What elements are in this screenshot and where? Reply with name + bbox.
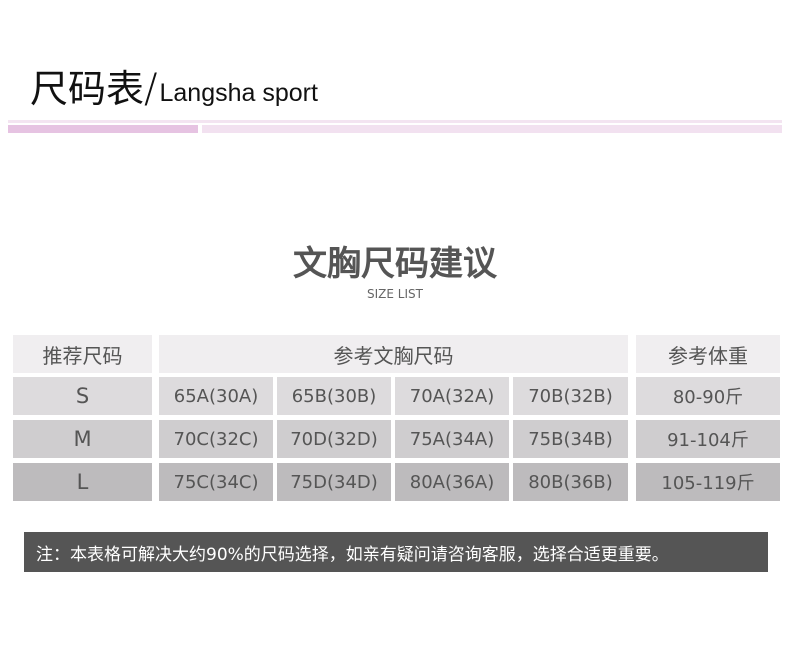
bra-size-cell: 80B(36B) — [513, 463, 628, 501]
bra-size-cell: 70C(32C) — [159, 420, 273, 458]
size-cell: M — [13, 420, 152, 458]
bra-size-cell: 75C(34C) — [159, 463, 273, 501]
weight-cell: 80-90斤 — [636, 377, 780, 415]
bra-size-cell: 65B(30B) — [277, 377, 391, 415]
title-slash: / — [144, 66, 158, 112]
accent-bar — [8, 125, 198, 133]
size-cell: L — [13, 463, 152, 501]
header-weight: 参考体重 — [636, 335, 780, 373]
header-bra: 参考文胸尺码 — [159, 335, 628, 373]
bra-size-cell: 70B(32B) — [513, 377, 628, 415]
title-cn: 尺码表 — [30, 67, 145, 111]
accent-bar-light — [202, 125, 782, 133]
divider — [8, 120, 782, 123]
title-en: Langsha sport — [159, 79, 318, 107]
bra-size-cell: 75D(34D) — [277, 463, 391, 501]
bra-size-cell: 80A(36A) — [395, 463, 509, 501]
bra-size-cell: 75B(34B) — [513, 420, 628, 458]
section-title: 文胸尺码建议 — [293, 244, 497, 284]
page-title: 尺码表 / Langsha sport — [30, 66, 318, 112]
bra-size-cell: 70D(32D) — [277, 420, 391, 458]
weight-cell: 91-104斤 — [636, 420, 780, 458]
bra-size-cell: 65A(30A) — [159, 377, 273, 415]
note-banner: 注：本表格可解决大约90%的尺码选择，如亲有疑问请咨询客服，选择合适更重要。 — [24, 532, 768, 572]
bra-size-cell: 70A(32A) — [395, 377, 509, 415]
bra-size-cell: 75A(34A) — [395, 420, 509, 458]
header-size: 推荐尺码 — [13, 335, 152, 373]
weight-cell: 105-119斤 — [636, 463, 780, 501]
section-subtitle: SIZE LIST — [367, 287, 423, 301]
size-cell: S — [13, 377, 152, 415]
